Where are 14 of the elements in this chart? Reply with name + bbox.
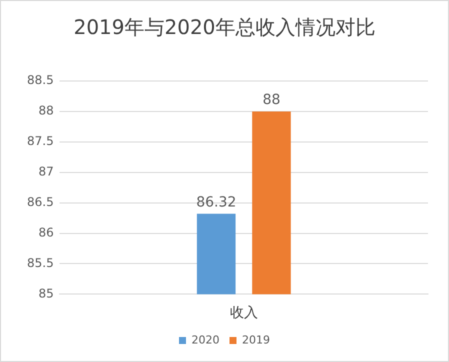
y-tick-label: 87.5 xyxy=(27,134,54,148)
y-tick-label: 86 xyxy=(38,225,54,240)
legend-label: 2019 xyxy=(242,333,270,346)
x-tick-label: 收入 xyxy=(230,305,258,322)
legend-label: 2020 xyxy=(192,333,220,346)
y-tick-label: 85 xyxy=(38,286,54,300)
chart-title: 2019年与2020年总收入情况对比 xyxy=(74,15,376,40)
y-tick-label: 87 xyxy=(38,164,54,178)
y-tick-label: 88 xyxy=(38,104,54,118)
y-tick-label: 85.5 xyxy=(27,256,54,270)
y-tick-label: 86.5 xyxy=(27,194,54,209)
data-label: 88 xyxy=(262,92,280,108)
data-label: 86.32 xyxy=(196,194,236,210)
y-tick-label: 88.5 xyxy=(27,73,54,88)
